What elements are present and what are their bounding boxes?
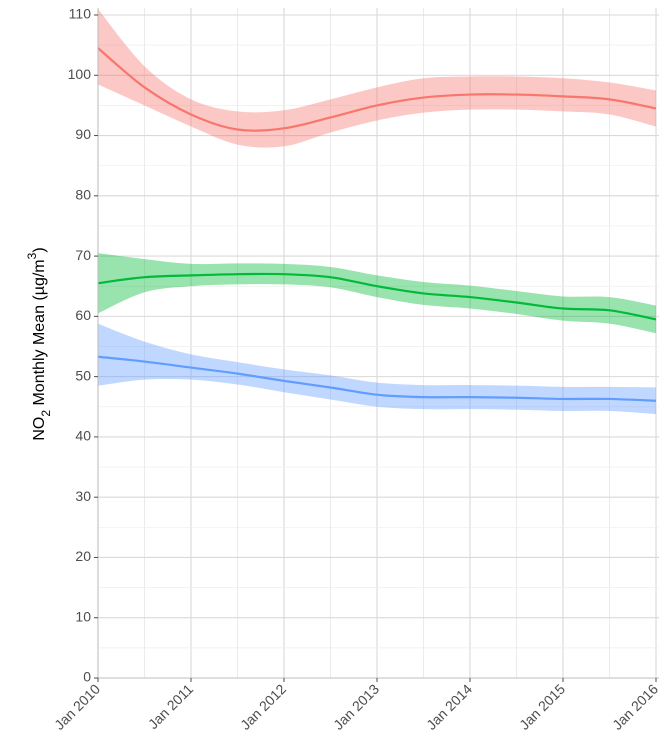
x-tick-label: Jan 2014 [423,681,475,733]
y-tick-label: 70 [75,247,91,263]
grid [97,8,659,679]
series-lines [97,47,657,402]
series-line-1 [97,47,657,132]
y-tick-label: 90 [75,126,91,142]
y-tick-label: 80 [75,187,91,203]
x-tick-label: Jan 2013 [330,681,382,733]
confidence-band-series-1 [98,8,656,148]
y-tick-label: 0 [83,669,91,685]
y-tick-label: 20 [75,548,91,564]
y-axis-title-superscript: 3 [25,252,39,259]
x-tick-label: Jan 2011 [145,681,196,732]
x-tick-label: Jan 2015 [516,681,568,733]
y-axis-title-prefix: NO [31,417,48,441]
x-tick-label: Jan 2012 [237,681,289,733]
x-axis: Jan 2010 Jan 2011 Jan 2012 Jan 2013 Jan 2014… [51,677,659,733]
x-tick-label: Jan 2016 [609,681,659,733]
y-tick-label: 50 [75,367,91,383]
series-line-2 [97,272,657,321]
y-tick-label: 40 [75,428,91,444]
y-tick-label: 30 [75,488,91,504]
y-tick-label: 10 [75,608,91,624]
y-tick-label: 100 [68,66,92,82]
y-tick-label: 110 [69,6,92,22]
series-line-3 [97,355,657,402]
y-axis: 0 10 20 30 40 50 60 70 80 90 100 110 [68,6,99,685]
y-axis-title-middle: Monthly Mean (µg/m [31,259,48,410]
y-tick-label: 60 [75,307,91,323]
y-axis-title-subscript: 2 [39,410,53,417]
confidence-band-series-3 [98,323,656,415]
x-tick-label: Jan 2010 [51,681,103,733]
y-axis-title-suffix: ) [31,247,48,252]
y-axis-title: NO2 Monthly Mean (µg/m3) [25,247,53,440]
